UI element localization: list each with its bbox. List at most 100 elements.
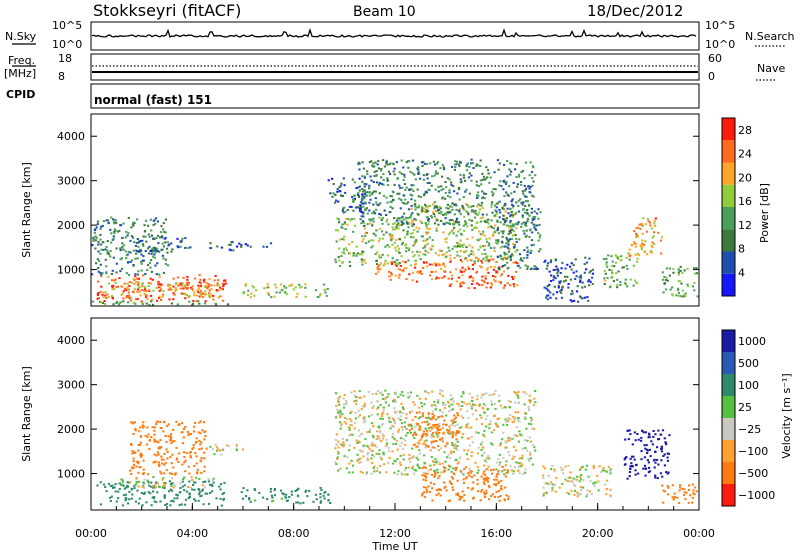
data-cell (376, 430, 379, 433)
data-cell (460, 415, 463, 417)
data-cell (386, 179, 389, 181)
data-cell (477, 194, 480, 197)
data-cell (437, 398, 440, 401)
data-cell (543, 261, 546, 263)
data-cell (148, 304, 151, 306)
data-cell (640, 439, 643, 442)
data-cell (386, 254, 389, 257)
data-cell (361, 220, 365, 223)
data-cell (424, 472, 427, 475)
data-cell (378, 254, 381, 257)
data-cell (659, 433, 662, 436)
data-cell (660, 252, 663, 255)
data-cell (399, 415, 403, 418)
data-cell (388, 421, 391, 423)
data-cell (402, 453, 405, 456)
data-cell (296, 292, 299, 295)
data-cell (182, 436, 185, 439)
data-cell (409, 232, 412, 235)
data-cell (445, 489, 448, 492)
data-cell (448, 410, 451, 413)
data-cell (478, 185, 481, 188)
data-cell (102, 248, 105, 251)
data-cell (624, 283, 627, 286)
data-cell (371, 444, 374, 447)
data-cell (453, 257, 456, 259)
data-cell (150, 300, 153, 303)
data-cell (132, 463, 136, 466)
data-cell (431, 499, 434, 502)
data-cell (526, 439, 529, 442)
data-cell (308, 489, 311, 492)
data-cell (479, 217, 482, 220)
data-cell (337, 218, 340, 221)
data-cell (447, 222, 450, 225)
data-cell (366, 431, 369, 434)
data-cell (504, 440, 507, 443)
power-cbar-tick: 16 (738, 195, 752, 208)
data-cell (132, 224, 135, 227)
data-cell (207, 480, 210, 483)
data-cell (373, 455, 376, 458)
data-cell (495, 491, 498, 493)
data-cell (558, 281, 561, 284)
data-cell (445, 423, 448, 426)
data-cell (409, 236, 413, 239)
data-cell (334, 447, 337, 450)
data-cell (531, 165, 534, 168)
data-cell (421, 467, 424, 470)
data-cell (443, 419, 446, 422)
data-cell (444, 403, 447, 406)
data-cell (221, 282, 224, 285)
data-cell (446, 441, 449, 444)
data-cell (410, 187, 413, 190)
data-cell (407, 208, 410, 211)
data-cell (411, 251, 414, 254)
data-cell (94, 247, 97, 250)
data-cell (499, 255, 502, 258)
data-cell (266, 292, 269, 295)
data-cell (433, 404, 436, 407)
data-cell (494, 241, 497, 244)
data-cell (175, 446, 178, 449)
data-cell (510, 253, 513, 256)
data-cell (120, 267, 124, 270)
data-cell (372, 434, 375, 437)
data-cell (241, 448, 244, 451)
data-cell (359, 470, 362, 473)
data-cell (204, 293, 207, 296)
data-cell (459, 270, 462, 273)
data-cell (366, 170, 369, 173)
data-cell (201, 489, 204, 492)
data-cell (585, 261, 588, 264)
data-cell (485, 257, 488, 260)
data-cell (411, 220, 414, 223)
data-cell (463, 468, 466, 471)
data-cell (193, 277, 197, 280)
data-cell (441, 395, 444, 397)
data-cell (407, 226, 410, 229)
data-cell (516, 183, 519, 186)
data-cell (634, 245, 637, 248)
data-cell (412, 229, 416, 232)
data-cell (441, 254, 444, 256)
data-cell (457, 230, 460, 233)
data-cell (417, 270, 420, 273)
data-cell (117, 490, 120, 493)
data-cell (528, 459, 531, 462)
data-cell (480, 490, 483, 493)
data-cell (435, 440, 438, 442)
data-cell (214, 302, 217, 305)
data-cell (520, 463, 523, 466)
data-cell (494, 403, 497, 406)
data-cell (172, 298, 175, 301)
data-cell (532, 223, 535, 226)
data-cell (422, 160, 425, 163)
data-cell (470, 476, 473, 478)
nsky-frame (90, 21, 700, 51)
data-cell (423, 462, 426, 465)
data-cell (451, 486, 454, 489)
data-cell (110, 216, 113, 219)
data-cell (271, 500, 274, 503)
